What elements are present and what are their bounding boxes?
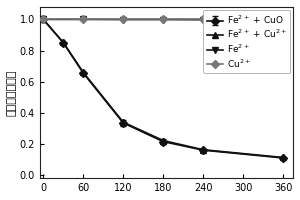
Legend: Fe$^{2+}$ + CuO, Fe$^{2+}$ + Cu$^{2+}$, Fe$^{2+}$, Cu$^{2+}$: Fe$^{2+}$ + CuO, Fe$^{2+}$ + Cu$^{2+}$, … bbox=[203, 10, 290, 73]
Y-axis label: 污染物剩余比例: 污染物剩余比例 bbox=[7, 69, 17, 116]
